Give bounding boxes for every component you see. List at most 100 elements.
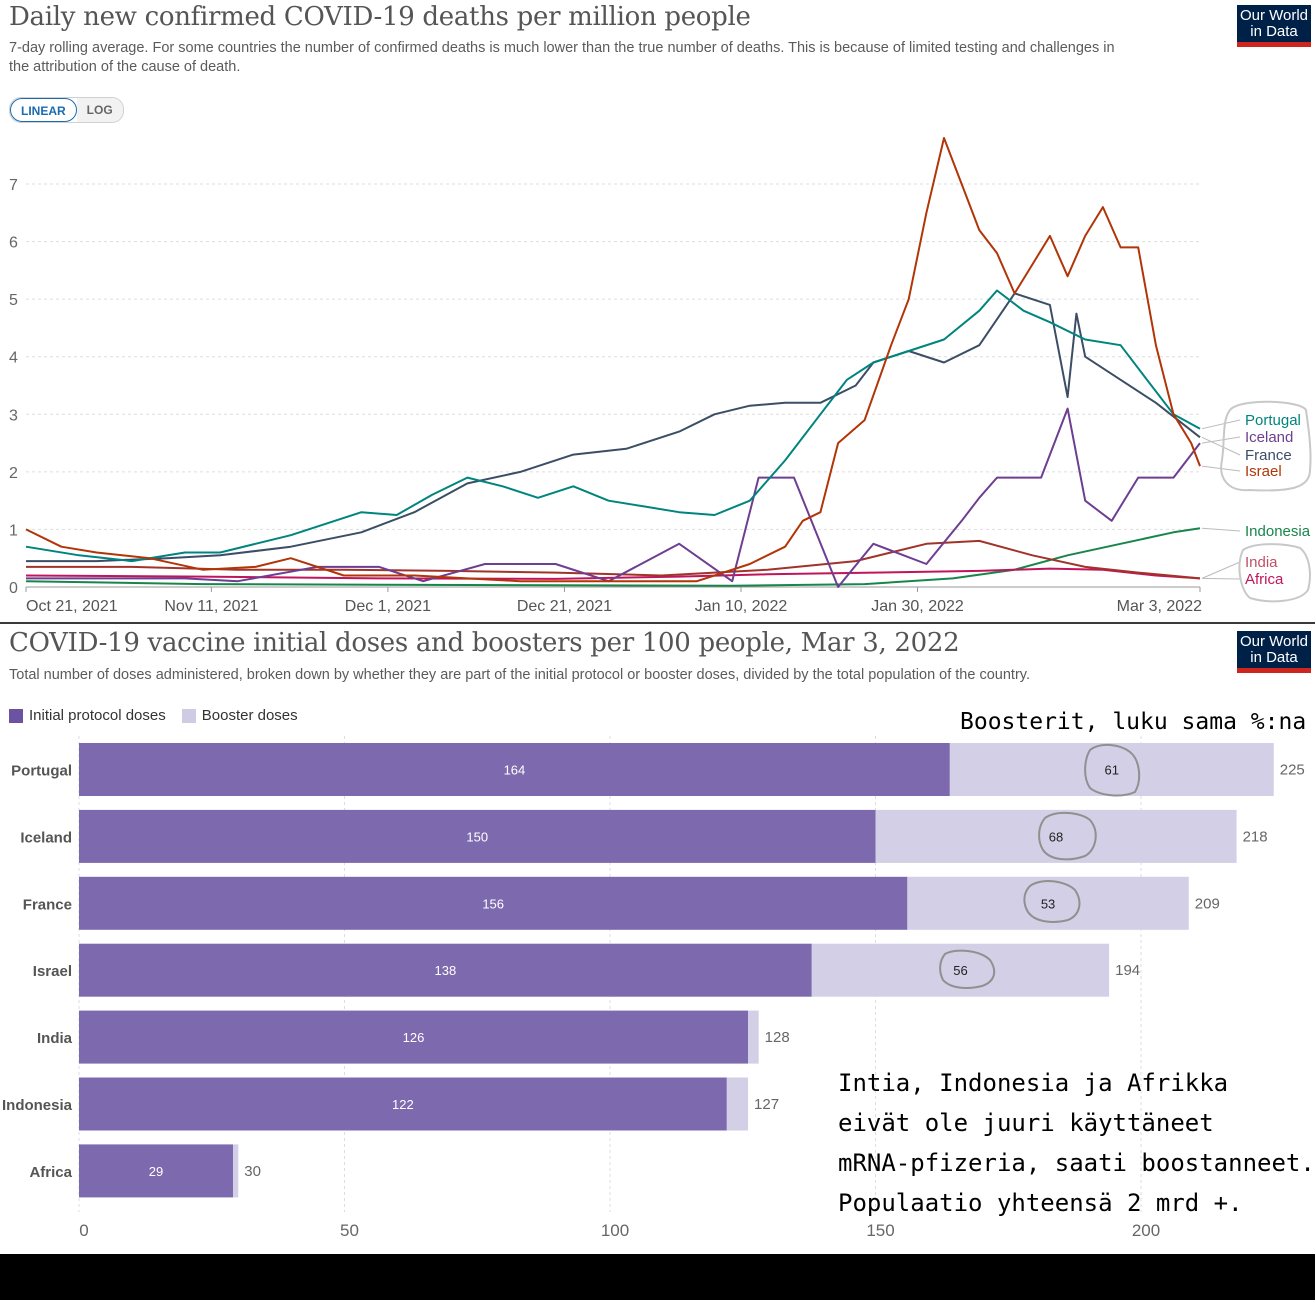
vaccine-legend: Initial protocol doses Booster doses — [9, 707, 298, 724]
bar-initial-india — [79, 1010, 749, 1064]
legend-label-initial: Initial protocol doses — [29, 707, 166, 724]
x-tick-label: Nov 11, 2021 — [164, 598, 258, 615]
bar-initial-france — [79, 876, 908, 930]
deaths-chart-panel: Daily new confirmed COVID-19 deaths per … — [0, 0, 1315, 622]
hand-drawn-circle — [1238, 543, 1311, 603]
y-tick-label: 2 — [9, 465, 18, 482]
series-line-france — [26, 292, 1201, 563]
vaccine-chart-title: COVID-19 vaccine initial doses and boost… — [9, 628, 960, 658]
category-label: Africa — [29, 1164, 72, 1181]
x-tick-label: Dec 21, 2021 — [517, 598, 612, 615]
hand-drawn-circle — [1038, 812, 1097, 861]
booster-value-label: 56 — [953, 963, 967, 978]
x-tick-label: Jan 10, 2022 — [695, 598, 788, 615]
bar-initial-africa — [79, 1144, 233, 1198]
hand-drawn-circle — [939, 949, 996, 989]
owid-logo-line2: in Data — [1250, 23, 1298, 40]
total-value-label: 128 — [765, 1029, 790, 1046]
finnish-note: Intia, Indonesia ja Afrikka eivät ole ju… — [838, 1063, 1315, 1223]
legend-swatch-booster — [181, 708, 196, 723]
deaths-line-chart: 0 1 2 3 4 5 6 7 Oct 21, 2021 Nov 11, 2021 Dec 1, 2… — [9, 137, 1312, 615]
total-value-label: 209 — [1195, 895, 1220, 912]
x-tick-label: 100 — [601, 1221, 629, 1240]
bar-initial-indonesia — [79, 1077, 727, 1131]
legend-connector — [1201, 419, 1241, 430]
series-label-iceland: Iceland — [1245, 429, 1293, 446]
owid-logo[interactable]: Our World in Data — [1237, 5, 1311, 47]
scale-toggle[interactable]: LINEAR LOG — [9, 97, 124, 123]
panel-divider — [0, 622, 1315, 624]
category-label: France — [23, 896, 72, 913]
series-label-portugal: Portugal — [1245, 412, 1301, 429]
bar-initial-portugal — [79, 743, 950, 796]
initial-value-label: 122 — [392, 1097, 414, 1112]
legend-connector — [1201, 577, 1241, 580]
owid-logo-line2: in Data — [1250, 649, 1298, 666]
legend-connector — [1201, 436, 1241, 456]
initial-value-label: 150 — [466, 829, 488, 844]
y-tick-label: 1 — [9, 522, 18, 539]
total-value-label: 127 — [754, 1096, 779, 1113]
booster-value-label: 68 — [1049, 829, 1063, 844]
series-line-india — [26, 539, 1201, 580]
series-line-iceland — [26, 407, 1201, 588]
owid-logo-line1: Our World — [1239, 633, 1309, 650]
category-label: Portugal — [11, 763, 72, 780]
legend-connector — [1201, 561, 1241, 579]
y-tick-label: 0 — [9, 580, 18, 597]
x-tick-label: 200 — [1132, 1221, 1160, 1240]
finnish-note-line: Intia, Indonesia ja Afrikka — [838, 1069, 1229, 1097]
hand-drawn-circle — [1084, 744, 1141, 797]
y-tick-label: 4 — [9, 350, 18, 367]
initial-value-label: 138 — [435, 963, 457, 978]
y-tick-label: 6 — [9, 235, 18, 252]
x-tick-label: 150 — [866, 1221, 894, 1240]
hand-drawn-circle — [1023, 880, 1081, 923]
category-label: Israel — [33, 963, 72, 980]
legend-connector — [1201, 527, 1241, 532]
series-line-indonesia — [25, 527, 1201, 587]
bar-booster-iceland — [875, 809, 1237, 863]
deaths-chart-title: Daily new confirmed COVID-19 deaths per … — [9, 2, 751, 32]
booster-value-label: 53 — [1041, 896, 1055, 911]
x-tick-label: Oct 21, 2021 — [26, 598, 118, 615]
finnish-note-line: mRNA-pfizeria, saati boostanneet. — [838, 1149, 1315, 1177]
vaccine-chart-subtitle: Total number of doses administered, brok… — [9, 667, 1030, 683]
hand-drawn-circle — [1220, 400, 1312, 492]
total-value-label: 225 — [1280, 762, 1305, 779]
owid-logo-bottom[interactable]: Our World in Data — [1237, 631, 1311, 673]
series-label-africa: Africa — [1245, 571, 1284, 588]
log-scale-button[interactable]: LOG — [76, 98, 123, 122]
initial-value-label: 126 — [403, 1030, 425, 1045]
series-label-indonesia: Indonesia — [1245, 523, 1311, 540]
initial-value-label: 29 — [149, 1164, 163, 1179]
legend-item-initial[interactable]: Initial protocol doses — [9, 707, 166, 724]
bar-booster-india — [748, 1010, 759, 1064]
legend-item-booster[interactable]: Booster doses — [181, 707, 298, 724]
x-tick-label: Dec 1, 2021 — [345, 598, 431, 615]
legend-connector — [1201, 436, 1241, 444]
finnish-note-line: eivät ole juuri käyttäneet — [838, 1109, 1214, 1137]
finnish-note-line: Populaatio yhteensä 2 mrd +. — [838, 1189, 1243, 1217]
linear-scale-button[interactable]: LINEAR — [10, 98, 77, 122]
booster-value-label: 61 — [1105, 763, 1119, 778]
total-value-label: 30 — [244, 1163, 261, 1180]
category-label: Iceland — [20, 829, 72, 846]
x-tick-label: Jan 30, 2022 — [871, 598, 964, 615]
series-label-india: India — [1245, 554, 1278, 571]
series-line-israel — [25, 137, 1201, 583]
bar-initial-israel — [79, 943, 812, 997]
category-label: India — [37, 1030, 73, 1047]
x-tick-label: 50 — [340, 1221, 359, 1240]
y-tick-label: 3 — [9, 407, 18, 424]
initial-value-label: 156 — [482, 896, 504, 911]
y-tick-label: 7 — [9, 177, 18, 194]
booster-note: Boosterit, luku sama %:na — [960, 709, 1307, 735]
x-tick-label: 0 — [79, 1221, 88, 1240]
category-label: Indonesia — [2, 1097, 73, 1114]
total-value-label: 218 — [1243, 828, 1268, 845]
deaths-chart-subtitle: 7-day rolling average. For some countrie… — [9, 40, 1115, 75]
y-tick-label: 5 — [9, 292, 18, 309]
bar-booster-indonesia — [726, 1077, 749, 1131]
vaccine-bar-chart: 0 50 100 150 200 Portugal 164 61 225 Iceland 150 68… — [2, 736, 1305, 1240]
